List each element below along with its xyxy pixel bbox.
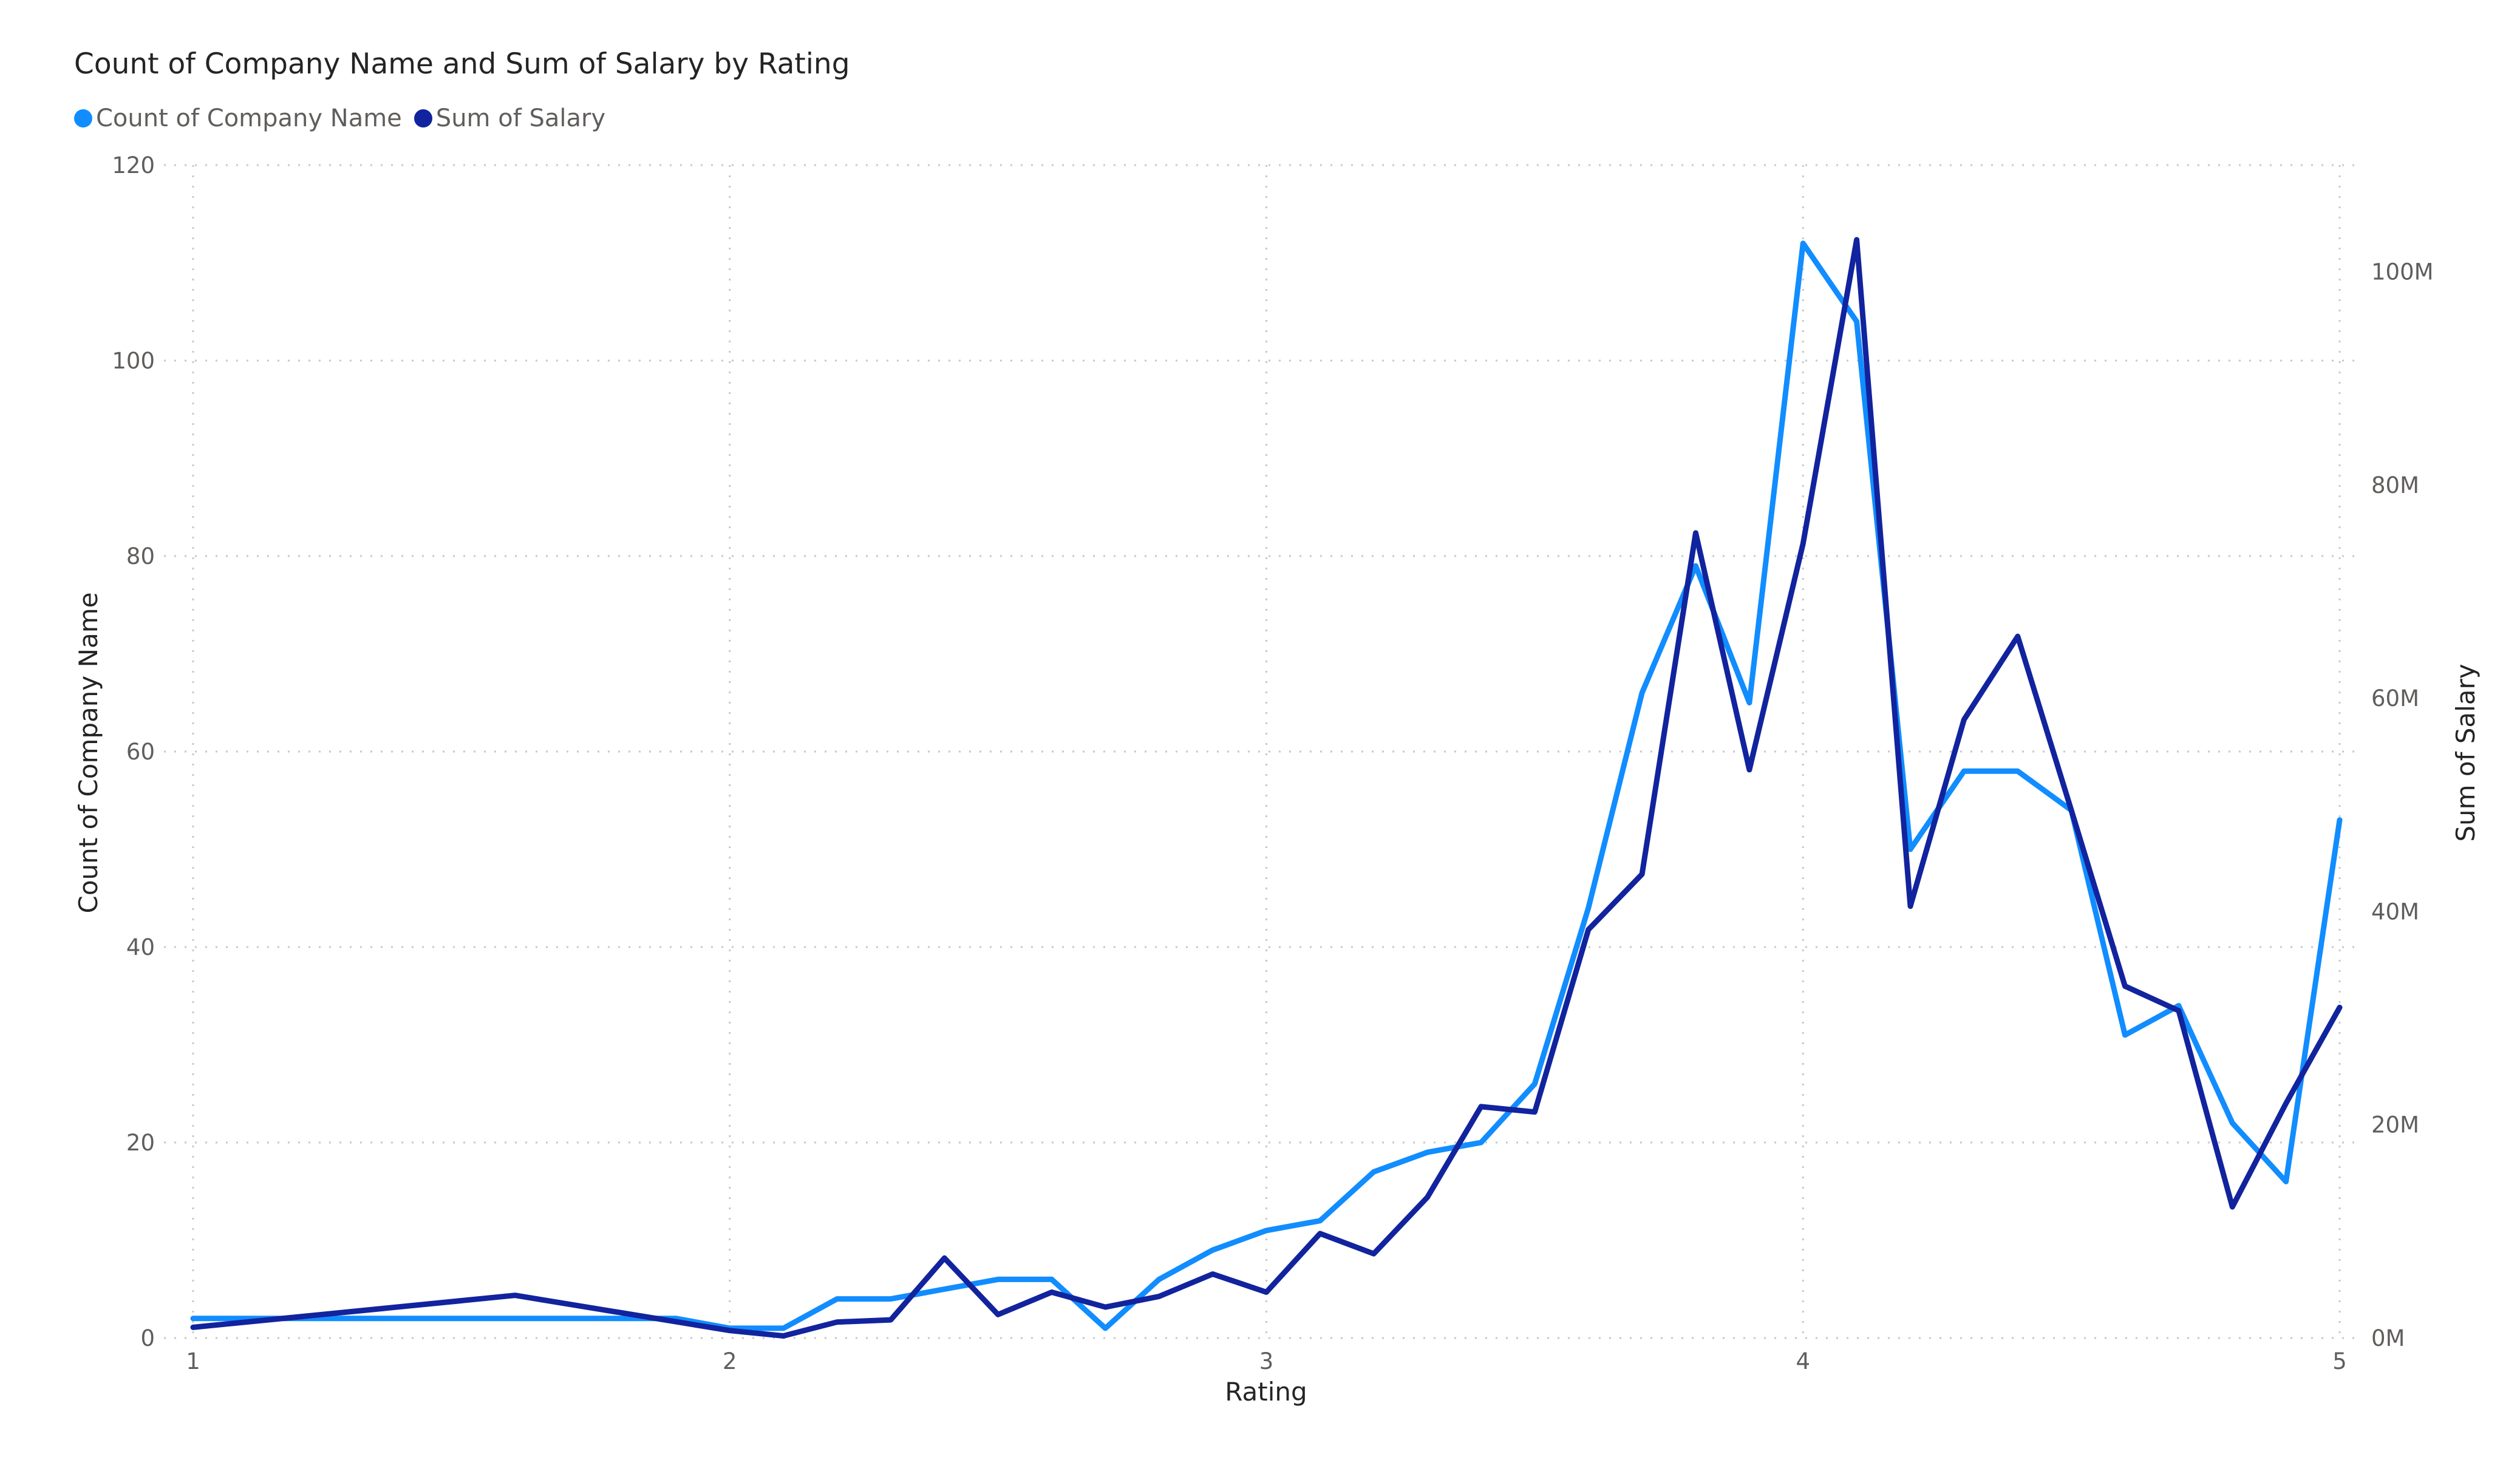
x-axis-ticks: 1 2 3 4 5 [186,1348,2347,1374]
left-tick-label: 0 [140,1325,155,1351]
x-tick-label: 5 [2332,1348,2347,1374]
right-axis-ticks: 0M 20M 40M 60M 80M 100M [2371,259,2434,1351]
x-tick-label: 1 [186,1348,200,1374]
left-tick-label: 120 [112,152,155,178]
x-tick-label: 3 [1259,1348,1274,1374]
left-tick-label: 40 [126,934,155,960]
right-tick-label: 0M [2371,1325,2405,1351]
left-tick-label: 60 [126,739,155,765]
gridlines [164,164,2362,1339]
legend-marker-count [74,109,92,127]
right-tick-label: 60M [2371,685,2419,712]
x-tick-label: 2 [723,1348,737,1374]
left-tick-label: 100 [112,348,155,374]
left-tick-label: 80 [126,543,155,569]
x-tick-label: 4 [1796,1348,1810,1374]
right-tick-label: 80M [2371,472,2419,498]
right-tick-label: 40M [2371,898,2419,925]
chart-title: Count of Company Name and Sum of Salary … [74,47,850,81]
right-axis-title: Sum of Salary [2451,664,2481,841]
legend-label-salary: Sum of Salary [435,104,606,132]
legend-item-count[interactable]: Count of Company Name [74,104,402,132]
series-lines [190,237,2343,1339]
legend-label-count: Count of Company Name [96,104,402,132]
left-axis-title: Count of Company Name [73,593,103,914]
left-axis-ticks: 0 20 40 60 80 100 120 [112,152,155,1351]
left-tick-label: 20 [126,1130,155,1156]
legend-marker-salary [414,109,432,127]
right-tick-label: 20M [2371,1112,2419,1138]
legend: Count of Company Name Sum of Salary [74,104,618,132]
x-axis-title: Rating [1225,1377,1307,1407]
series-line-sum-of-salary[interactable] [190,237,2343,1339]
legend-item-salary[interactable]: Sum of Salary [414,104,605,132]
right-tick-label: 100M [2371,259,2434,285]
